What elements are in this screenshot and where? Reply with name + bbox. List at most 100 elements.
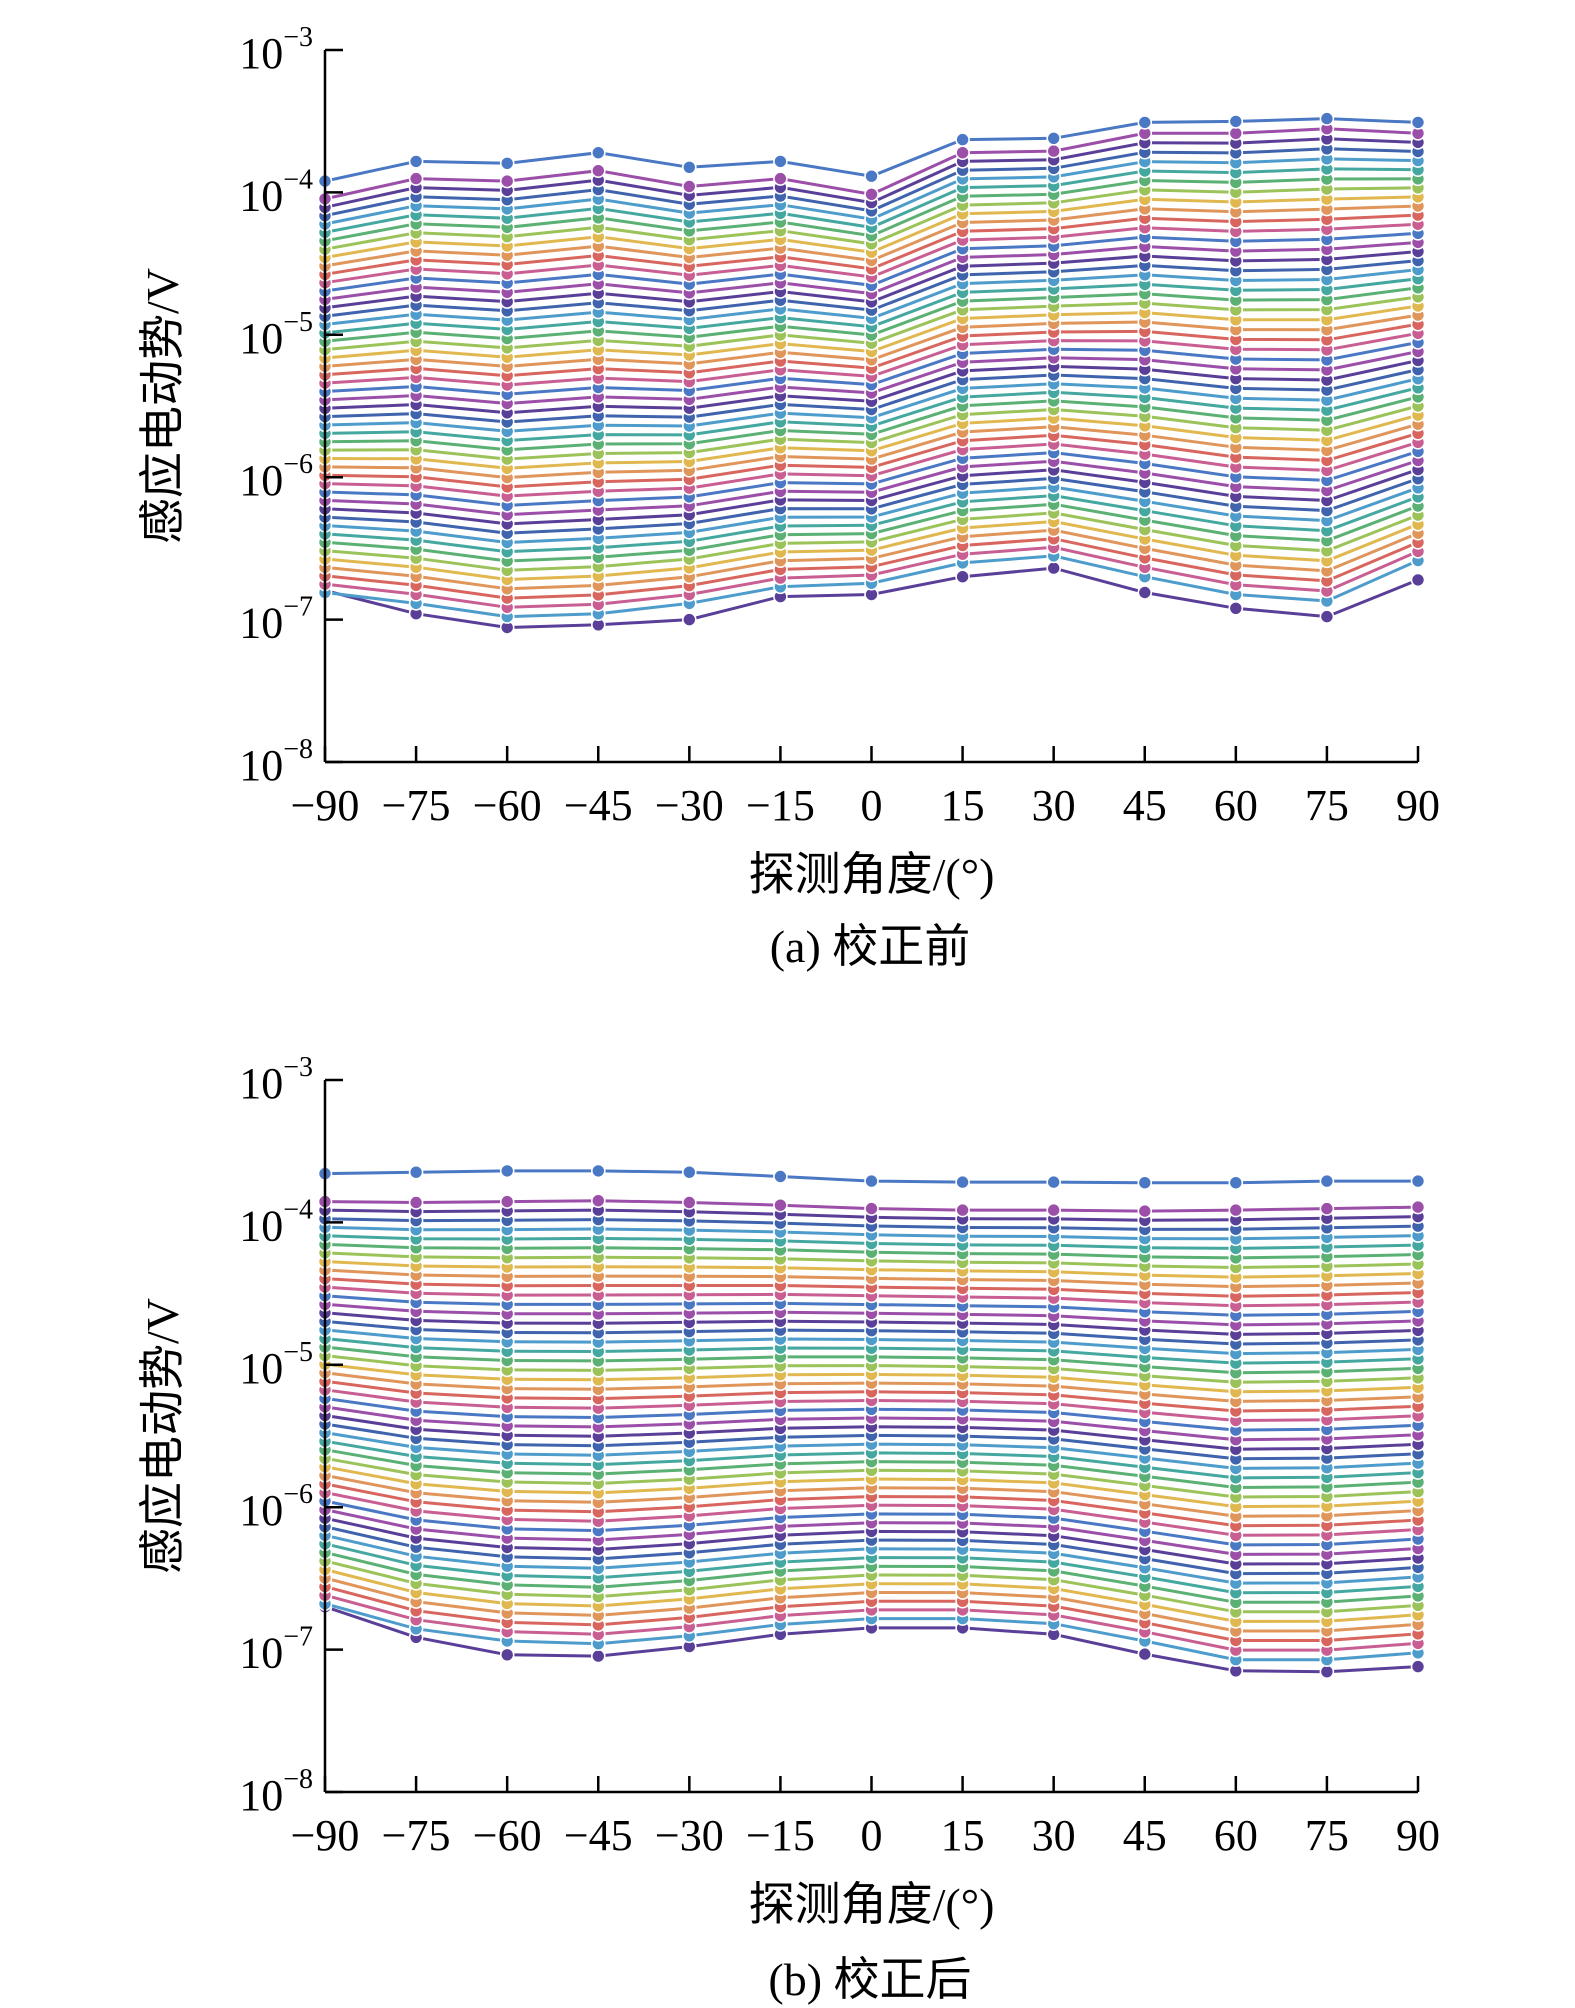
data-point [681, 612, 697, 627]
y-tick-label: 10−7 [239, 592, 313, 648]
x-axis-label: 探测角度/(°) [749, 1879, 995, 1930]
data-point [408, 171, 424, 186]
x-tick-label: 0 [861, 1811, 883, 1860]
data-point [681, 1164, 697, 1180]
chart-caption: (b) 校正后 [768, 1954, 971, 2005]
series-group [317, 1163, 1426, 1679]
data-point [1046, 143, 1061, 159]
y-tick-base: 10 [239, 29, 283, 78]
x-tick-label: −90 [291, 781, 360, 830]
y-tick-label: 10−3 [239, 22, 313, 78]
y-tick-exponent: −5 [283, 307, 313, 338]
x-tick-label: −45 [564, 1811, 633, 1860]
x-tick-label: 30 [1032, 781, 1076, 830]
data-point [1410, 115, 1426, 130]
data-point [681, 1195, 697, 1210]
chart-caption: (a) 校正前 [770, 921, 971, 972]
data-point [1319, 1173, 1335, 1189]
y-tick-label: 10−6 [239, 1479, 313, 1535]
x-tick-label: −45 [564, 781, 633, 830]
data-point [681, 160, 697, 175]
x-tick-label: 60 [1214, 1811, 1258, 1860]
y-tick-exponent: −3 [283, 22, 313, 53]
y-tick-label: 10−8 [239, 1764, 313, 1820]
data-point [773, 1169, 788, 1184]
data-point [1137, 1646, 1153, 1662]
y-tick-exponent: −4 [283, 1194, 313, 1225]
series-group [317, 111, 1426, 635]
data-point [864, 1201, 879, 1216]
data-point [1137, 1203, 1153, 1219]
y-tick-label: 10−8 [239, 734, 313, 790]
y-tick-exponent: −8 [283, 734, 313, 765]
y-tick-base: 10 [239, 1344, 283, 1393]
y-tick-base: 10 [239, 456, 283, 505]
y-tick-exponent: −4 [283, 164, 313, 195]
data-point [864, 187, 879, 202]
data-point [773, 1197, 788, 1213]
data-point [499, 1647, 515, 1663]
y-tick-base: 10 [239, 1771, 283, 1820]
data-point [1410, 572, 1426, 588]
data-point [408, 1195, 424, 1210]
x-tick-label: −90 [291, 1811, 360, 1860]
data-point [1319, 1201, 1335, 1216]
y-axis-label: 感应电动势/V [137, 268, 188, 544]
data-point [864, 168, 879, 184]
data-point [955, 569, 970, 585]
data-point [1046, 1202, 1061, 1218]
x-tick-label: 90 [1396, 781, 1440, 830]
data-point [1228, 1175, 1244, 1190]
data-point [1319, 1664, 1335, 1679]
data-point [408, 1164, 424, 1180]
x-tick-label: −15 [746, 781, 815, 830]
y-tick-base: 10 [239, 741, 283, 790]
data-point [1046, 560, 1061, 576]
y-tick-label: 10−4 [239, 1194, 313, 1250]
x-tick-label: 60 [1214, 781, 1258, 830]
x-tick-label: −75 [382, 1811, 451, 1860]
x-tick-label: −75 [382, 781, 451, 830]
data-point [864, 1173, 879, 1189]
data-point [955, 1202, 970, 1218]
x-tick-label: 15 [941, 1811, 985, 1860]
data-point [1410, 1173, 1426, 1189]
y-tick-base: 10 [239, 1486, 283, 1535]
y-tick-base: 10 [239, 314, 283, 363]
data-point [955, 132, 970, 147]
data-point [773, 171, 788, 186]
data-point [590, 1648, 606, 1664]
x-axis-label: 探测角度/(°) [749, 849, 995, 900]
x-tick-label: 45 [1123, 1811, 1167, 1860]
x-tick-label: −60 [473, 781, 542, 830]
x-tick-label: 30 [1032, 1811, 1076, 1860]
data-point [773, 154, 788, 169]
y-tick-base: 10 [239, 171, 283, 220]
data-point [1410, 1659, 1426, 1674]
y-tick-label: 10−5 [239, 307, 313, 363]
y-tick-label: 10−3 [239, 1052, 313, 1108]
y-tick-exponent: −8 [283, 1764, 313, 1795]
data-point [1319, 609, 1335, 624]
data-point [1046, 1174, 1061, 1190]
y-tick-exponent: −7 [283, 1622, 313, 1653]
data-point [590, 1193, 606, 1208]
data-point [1228, 1202, 1244, 1218]
data-point [955, 1174, 970, 1190]
data-point [1228, 114, 1244, 129]
y-tick-exponent: −7 [283, 592, 313, 623]
x-tick-label: 90 [1396, 1811, 1440, 1860]
data-point [499, 1163, 515, 1179]
data-point [1319, 111, 1335, 126]
y-tick-label: 10−7 [239, 1622, 313, 1678]
data-point [1046, 131, 1061, 146]
y-tick-base: 10 [239, 599, 283, 648]
x-tick-label: −15 [746, 1811, 815, 1860]
data-point [1228, 126, 1244, 141]
chart-panel-a: 10−810−710−610−510−410−3−90 −75 −60 −45 −30−… [137, 22, 1440, 972]
x-tick-label: 45 [1123, 781, 1167, 830]
x-tick-label: 75 [1305, 781, 1349, 830]
data-point [499, 1194, 515, 1209]
x-tick-label: −30 [655, 1811, 724, 1860]
